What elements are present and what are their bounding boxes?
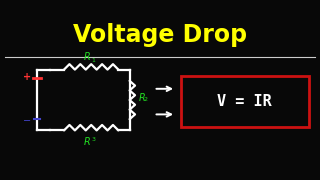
Text: R: R — [84, 52, 91, 62]
Text: R: R — [139, 93, 145, 103]
Text: V = IR: V = IR — [217, 94, 272, 109]
Bar — [181, 76, 309, 127]
Text: +: + — [23, 72, 31, 82]
Text: 3: 3 — [92, 138, 96, 142]
Text: Voltage Drop: Voltage Drop — [73, 23, 247, 47]
Text: 2: 2 — [144, 97, 148, 102]
Text: R: R — [84, 137, 91, 147]
Text: 1: 1 — [92, 58, 96, 63]
Text: −: − — [23, 116, 31, 126]
